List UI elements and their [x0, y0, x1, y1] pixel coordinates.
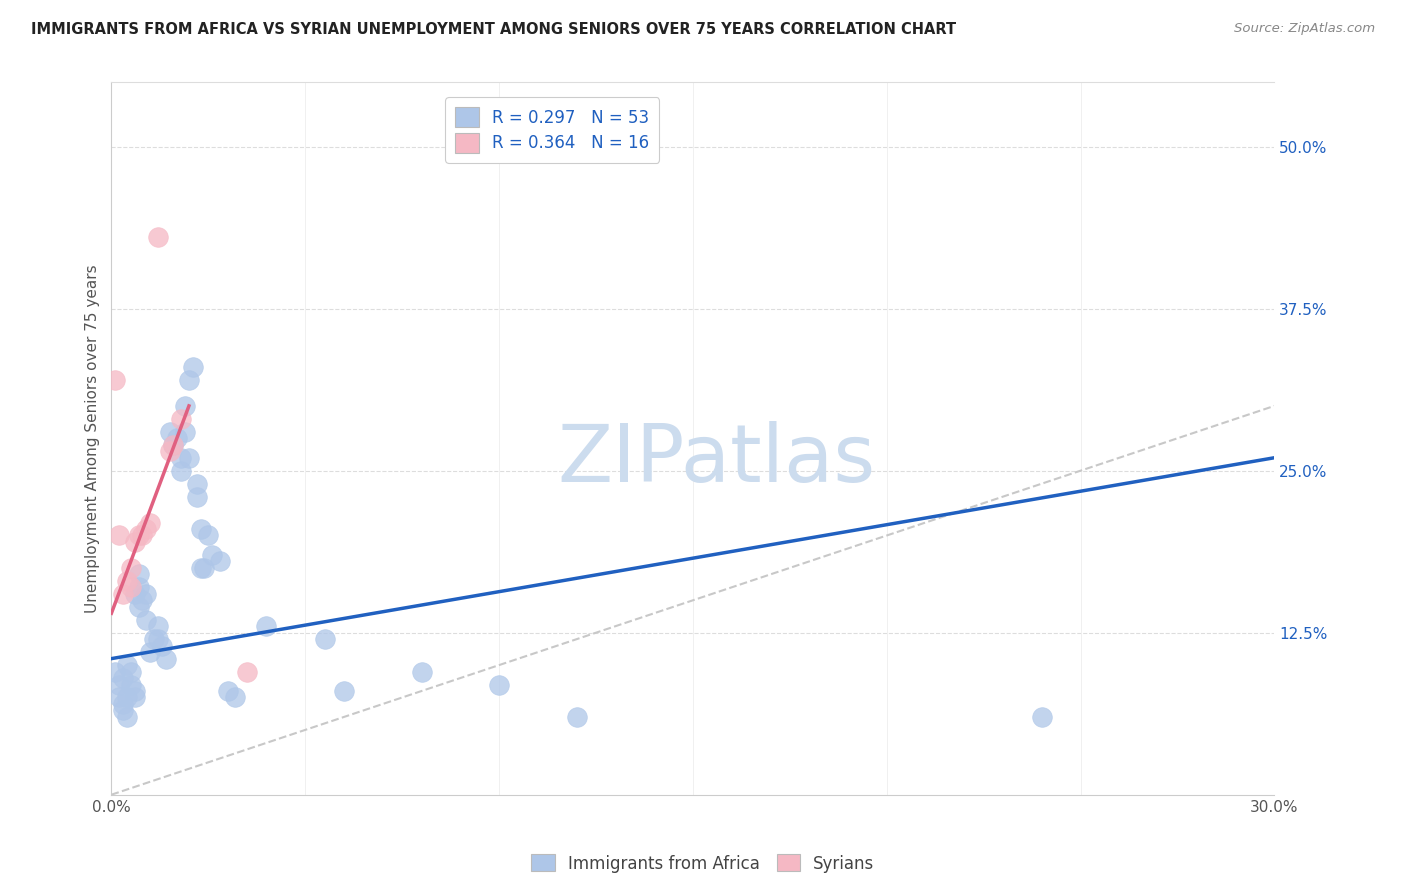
Point [565, 710, 588, 724]
Point [170, 450, 193, 465]
Point [120, 561, 142, 575]
Point [115, 658, 138, 673]
Point [190, 561, 212, 575]
Point [135, 587, 157, 601]
Point [174, 399, 197, 413]
Text: Source: ZipAtlas.com: Source: ZipAtlas.com [1234, 22, 1375, 36]
Point [162, 438, 184, 452]
Point [186, 490, 208, 504]
Point [146, 619, 169, 633]
Point [112, 671, 135, 685]
Text: IMMIGRANTS FROM AFRICA VS SYRIAN UNEMPLOYMENT AMONG SENIORS OVER 75 YEARS CORREL: IMMIGRANTS FROM AFRICA VS SYRIAN UNEMPLO… [31, 22, 956, 37]
Point [112, 587, 135, 601]
Point [115, 710, 138, 724]
Point [333, 684, 356, 698]
Point [120, 677, 142, 691]
Point [181, 359, 204, 374]
Point [131, 528, 153, 542]
Point [143, 632, 166, 647]
Point [108, 677, 131, 691]
Point [174, 425, 197, 439]
Point [177, 450, 200, 465]
Point [128, 528, 150, 542]
Point [128, 580, 150, 594]
Point [1031, 710, 1053, 724]
Point [131, 593, 153, 607]
Point [112, 703, 135, 717]
Point [488, 677, 510, 691]
Point [112, 697, 135, 711]
Point [162, 438, 184, 452]
Point [411, 665, 433, 679]
Point [128, 567, 150, 582]
Point [150, 639, 173, 653]
Point [197, 528, 219, 542]
Point [236, 665, 259, 679]
Point [256, 619, 278, 633]
Point [120, 665, 142, 679]
Point [124, 684, 146, 698]
Point [217, 684, 239, 698]
Point [190, 522, 212, 536]
Point [201, 548, 224, 562]
Legend: R = 0.297   N = 53, R = 0.364   N = 16: R = 0.297 N = 53, R = 0.364 N = 16 [446, 97, 659, 162]
Point [124, 535, 146, 549]
Point [159, 444, 181, 458]
Point [314, 632, 336, 647]
Point [104, 373, 127, 387]
Point [146, 632, 169, 647]
Point [124, 690, 146, 705]
Point [177, 373, 200, 387]
Point [108, 528, 131, 542]
Point [146, 230, 169, 244]
Point [104, 665, 127, 679]
Point [193, 561, 215, 575]
Point [208, 554, 231, 568]
Point [224, 690, 246, 705]
Point [135, 613, 157, 627]
Y-axis label: Unemployment Among Seniors over 75 years: Unemployment Among Seniors over 75 years [86, 264, 100, 613]
Point [135, 522, 157, 536]
Point [170, 464, 193, 478]
Point [170, 412, 193, 426]
Point [108, 690, 131, 705]
Point [139, 645, 162, 659]
Text: ZIPatlas: ZIPatlas [557, 421, 875, 499]
Point [155, 651, 177, 665]
Point [120, 580, 142, 594]
Point [186, 476, 208, 491]
Point [128, 599, 150, 614]
Legend: Immigrants from Africa, Syrians: Immigrants from Africa, Syrians [524, 847, 882, 880]
Point [159, 425, 181, 439]
Point [124, 587, 146, 601]
Point [115, 574, 138, 588]
Point [166, 431, 188, 445]
Point [115, 690, 138, 705]
Point [139, 516, 162, 530]
